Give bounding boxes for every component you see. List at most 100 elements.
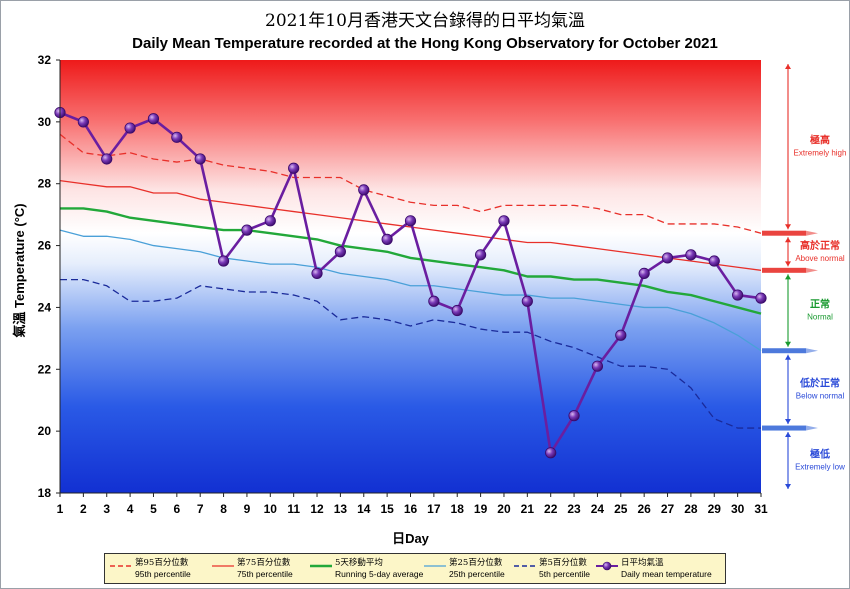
y-tick-label: 20 [38, 424, 52, 438]
x-axis-label: 日Day [392, 531, 430, 546]
x-tick-label: 16 [404, 502, 418, 516]
y-axis-label: 氣溫 Temperature (°C) [12, 203, 27, 337]
x-tick-label: 7 [197, 502, 204, 516]
series-layer [54, 106, 767, 459]
x-tick-label: 25 [614, 502, 628, 516]
legend-swatch-5th [514, 565, 536, 567]
legend-label-95th-zh: 第95百分位數 [135, 558, 189, 568]
x-tick-label: 12 [310, 502, 324, 516]
band-arrow-down [785, 419, 791, 425]
legend-label-5th-zh: 第5百分位數 [539, 558, 587, 568]
band-arrow-down [785, 261, 791, 267]
band-arrow-down [785, 341, 791, 347]
legend-label-5day-average-en: Running 5-day average [335, 569, 424, 579]
daily-mean-point [638, 267, 650, 280]
daily-mean-point [288, 162, 300, 174]
x-tick-label: 9 [244, 502, 251, 516]
daily-mean-point [381, 233, 393, 245]
daily-mean-point [311, 267, 323, 280]
daily-mean-point [615, 329, 627, 341]
band-label-zh: 低於正常 [799, 376, 840, 389]
x-tick-label: 26 [637, 502, 651, 516]
plot-background [60, 60, 761, 493]
x-tick-label: 4 [127, 502, 134, 516]
y-tick-label: 22 [38, 362, 52, 376]
legend: 第95百分位數 95th percentile 第75百分位數 75th per… [104, 553, 726, 584]
daily-mean-point [358, 184, 370, 196]
daily-mean-point [521, 295, 533, 307]
daily-mean-point [428, 295, 440, 307]
daily-mean-point [194, 153, 206, 165]
legend-swatch-25th [424, 565, 446, 567]
y-tick-label: 30 [38, 115, 52, 129]
daily-mean-point [404, 215, 417, 227]
y-tick-label: 18 [38, 486, 52, 500]
legend-swatch-75th [212, 565, 234, 567]
band-arrow-up [785, 432, 791, 438]
daily-mean-point [685, 249, 697, 261]
band-label-en: Below normal [796, 391, 845, 400]
band-boundary-tab [762, 267, 806, 273]
band-boundary-tab [762, 348, 806, 354]
daily-mean-point [101, 153, 113, 165]
band-boundary-tab [762, 230, 806, 236]
x-tick-label: 20 [497, 502, 511, 516]
daily-mean-point [568, 410, 580, 422]
band-label-en: Extremely high [794, 149, 847, 158]
band-boundary-tab-tip [806, 230, 818, 236]
x-tick-label: 31 [754, 502, 768, 516]
daily-mean-point [661, 252, 674, 264]
daily-mean-point [591, 360, 604, 372]
legend-label-daily-mean-zh: 日平均氣溫 [621, 558, 664, 568]
legend-label-75th-zh: 第75百分位數 [237, 558, 291, 568]
legend-swatch-daily-mean [596, 561, 618, 571]
daily-mean-point [217, 255, 230, 267]
bands-layer: 極高 Extremely high 高於正常 Above normal 正常 Normal… [762, 64, 846, 489]
band-label-en: Above normal [795, 254, 845, 263]
x-tick-label: 13 [334, 502, 348, 516]
series-line-p95 [59, 133, 762, 234]
legend-swatch-95th [110, 565, 132, 567]
x-tick-label: 18 [451, 502, 465, 516]
x-tick-label: 15 [380, 502, 394, 516]
band-boundary-tab-tip [806, 348, 818, 354]
band-boundary-tab-tip [806, 267, 818, 273]
band-arrow-up [785, 64, 791, 69]
y-tick-label: 24 [38, 300, 52, 314]
legend-label-daily-mean-en: Daily mean temperature [621, 569, 712, 579]
x-tick-label: 3 [103, 502, 110, 516]
legend-label-75th-en: 75th percentile [237, 569, 293, 579]
y-tick-label: 28 [38, 177, 52, 191]
legend-label-25th-zh: 第25百分位數 [449, 558, 503, 568]
band-label-en: Extremely low [795, 463, 845, 472]
daily-mean-point [474, 249, 487, 261]
legend-swatch-5day-average [310, 564, 332, 568]
band-boundary-tab-tip [806, 425, 818, 431]
x-tick-label: 6 [173, 502, 180, 516]
series-line-avg5 [60, 207, 762, 315]
band-arrow-down [785, 484, 791, 489]
legend-label-25th-en: 25th percentile [449, 569, 505, 579]
x-tick-label: 22 [544, 502, 558, 516]
x-tick-label: 17 [427, 502, 441, 516]
x-tick-label: 29 [708, 502, 722, 516]
x-tick-label: 8 [220, 502, 227, 516]
daily-mean-point [77, 116, 89, 128]
chart-title-chinese: 2021年10月香港天文台錄得的日平均氣溫 [265, 11, 585, 31]
daily-mean-point [124, 122, 136, 134]
daily-mean-point [545, 447, 557, 459]
x-tick-label: 1 [57, 502, 64, 516]
band-arrow-up [785, 354, 791, 360]
band-arrow-down [785, 224, 791, 230]
y-tick-label: 26 [38, 239, 52, 253]
band-label-zh: 極低 [810, 448, 830, 461]
chart-title-english: Daily Mean Temperature recorded at the H… [132, 35, 718, 52]
daily-mean-point [498, 215, 510, 227]
x-tick-label: 10 [264, 502, 278, 516]
x-tick-label: 24 [591, 502, 605, 516]
daily-mean-point [755, 292, 767, 304]
legend-label-95th-en: 95th percentile [135, 569, 191, 579]
series-line-p5 [60, 278, 761, 429]
